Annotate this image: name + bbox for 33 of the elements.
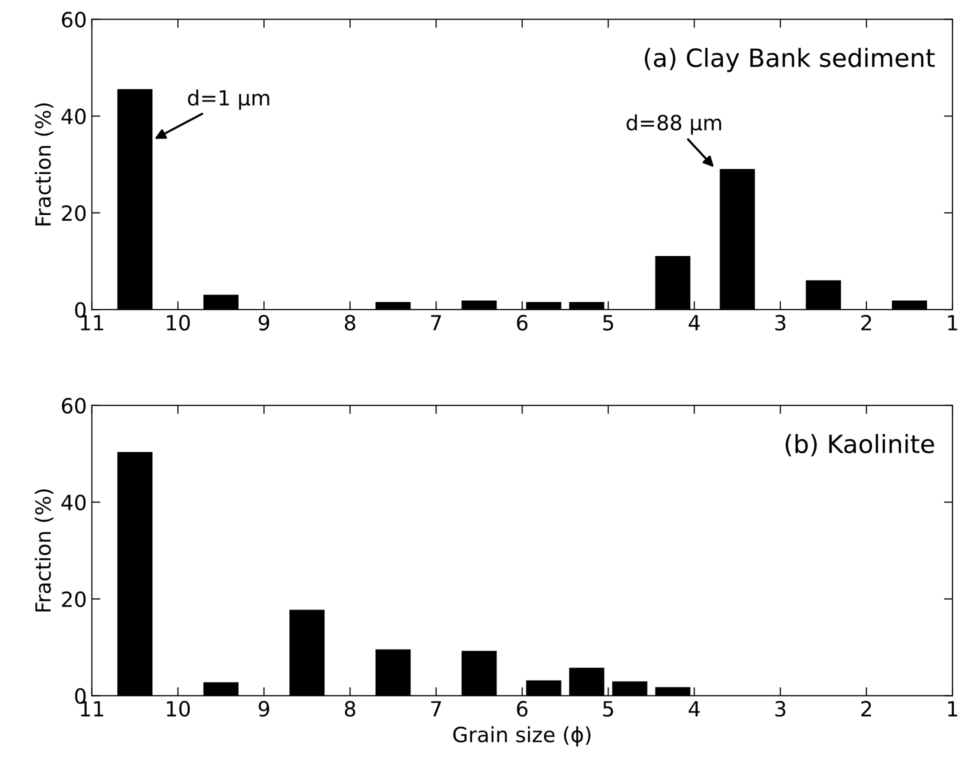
x-tick-label: 5 — [603, 701, 614, 717]
x-tick-label: 9 — [258, 700, 270, 717]
x-tick-label: 3 — [775, 314, 786, 331]
text: (a) Clay Bank sediment — [644, 48, 935, 72]
y-tick-label: 20 — [62, 591, 86, 608]
x-tick-label: 3 — [775, 700, 786, 717]
annotation: d=88 μm — [626, 114, 722, 135]
x-tick-label: 5 — [603, 315, 614, 331]
x-tick-label: 6 — [517, 314, 528, 331]
y-tick-label: 60 — [62, 12, 86, 28]
x-tick-label: 10 — [166, 314, 190, 331]
y-axis-title: Fraction (%) — [34, 489, 54, 612]
x-tick-label: 2 — [861, 314, 871, 330]
x-tick-label: 10 — [166, 700, 190, 717]
x-tick-label: 4 — [688, 315, 700, 330]
x-axis-title: Grain size (ϕ) — [453, 726, 590, 746]
x-tick-label: 7 — [431, 701, 441, 716]
y-tick-label: 40 — [62, 494, 86, 510]
x-tick-label: 8 — [344, 700, 356, 717]
x-tick-label: 2 — [861, 700, 871, 716]
x-tick-label: 9 — [258, 314, 270, 331]
x-tick-label: 1 — [948, 315, 958, 330]
x-tick-label: 8 — [344, 314, 356, 331]
annotation: d=1 μm — [188, 90, 270, 110]
x-tick-label: 7 — [431, 315, 441, 330]
x-tick-label: 1 — [948, 701, 958, 716]
y-tick-label: 60 — [62, 398, 86, 414]
text: (b) Kaolinite — [786, 434, 934, 456]
y-tick-label: 20 — [62, 205, 86, 222]
x-tick-label: 6 — [517, 700, 528, 717]
x-tick-label: 4 — [688, 701, 700, 716]
y-tick-label: 40 — [62, 108, 86, 124]
y-axis-title: Fraction (%) — [34, 103, 54, 226]
